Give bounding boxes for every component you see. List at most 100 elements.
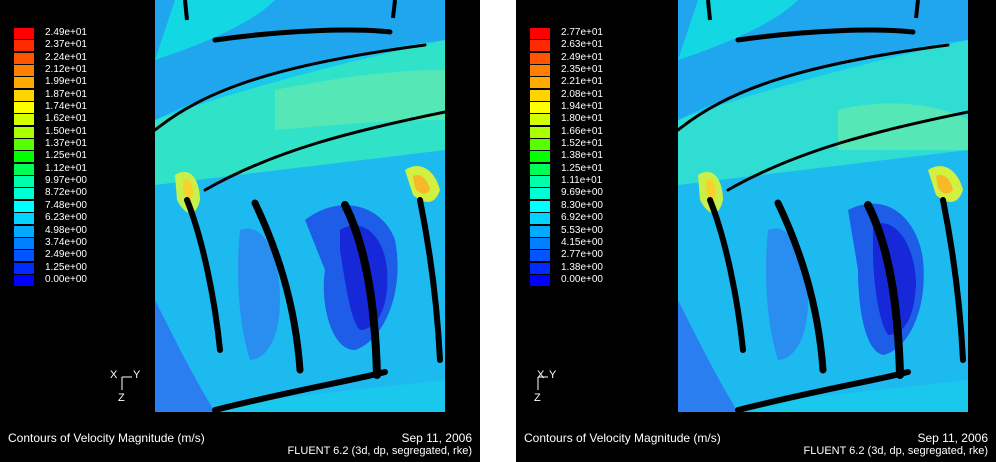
legend-entry: 9.69e+00	[530, 187, 650, 200]
caption-title: Contours of Velocity Magnitude (m/s)	[8, 431, 205, 445]
legend-entry: 1.11e+01	[530, 175, 650, 188]
legend-swatch	[14, 65, 34, 77]
legend-value: 1.50e+01	[45, 125, 87, 137]
legend-value: 2.77e+00	[561, 249, 603, 261]
legend-entry: 2.37e+01	[14, 39, 134, 52]
legend-value: 0.00e+00	[45, 273, 87, 285]
color-legend: 2.77e+01 2.63e+01 2.49e+01 2.35e+01 2.21e+01…	[530, 27, 650, 286]
axis-y-label: Y	[549, 369, 557, 381]
legend-swatch	[530, 163, 550, 175]
legend-entry: 1.74e+01	[14, 101, 134, 114]
legend-entry: 2.24e+01	[14, 52, 134, 64]
legend-entry: 2.49e+01	[14, 27, 134, 39]
legend-entry: 9.97e+00	[14, 175, 134, 188]
legend-swatch	[14, 28, 34, 39]
legend-value: 9.97e+00	[45, 175, 87, 187]
legend-swatch	[530, 65, 550, 77]
legend-swatch	[530, 176, 550, 188]
legend-entry: 1.25e+00	[14, 262, 134, 274]
legend-value: 4.15e+00	[561, 236, 603, 248]
legend-entry: 1.37e+01	[14, 138, 134, 151]
caption-bar: Contours of Velocity Magnitude (m/s) Sep…	[516, 412, 996, 462]
legend-entry: 2.49e+00	[14, 249, 134, 262]
legend-entry: 1.99e+01	[14, 76, 134, 89]
legend-entry: 2.49e+01	[530, 52, 650, 64]
legend-swatch	[530, 151, 550, 163]
legend-value: 2.08e+01	[561, 88, 603, 100]
legend-value: 3.74e+00	[45, 236, 87, 248]
legend-entry: 1.25e+01	[14, 150, 134, 163]
legend-value: 6.23e+00	[45, 212, 87, 224]
legend-swatch	[530, 225, 550, 237]
legend-swatch	[14, 250, 34, 262]
legend-value: 2.35e+01	[561, 64, 603, 76]
legend-entry: 4.15e+00	[530, 237, 650, 249]
legend-entry: 8.30e+00	[530, 200, 650, 212]
legend-entry: 0.00e+00	[14, 274, 134, 286]
legend-entry: 1.66e+01	[530, 126, 650, 138]
axis-triad: X Y Z	[524, 364, 574, 409]
legend-swatch	[530, 262, 550, 274]
legend-swatch	[530, 77, 550, 89]
legend-value: 2.49e+01	[561, 51, 603, 63]
legend-value: 2.49e+00	[45, 249, 87, 261]
caption-title: Contours of Velocity Magnitude (m/s)	[524, 431, 721, 445]
legend-entry: 5.53e+00	[530, 225, 650, 237]
legend-value: 0.00e+00	[561, 273, 603, 285]
legend-swatch	[14, 151, 34, 163]
legend-swatch	[530, 102, 550, 114]
legend-entry: 2.08e+01	[530, 89, 650, 101]
legend-swatch	[14, 102, 34, 114]
legend-entry: 1.62e+01	[14, 113, 134, 126]
legend-value: 1.80e+01	[561, 113, 603, 125]
caption-date: Sep 11, 2006	[401, 431, 472, 445]
legend-entry: 4.98e+00	[14, 225, 134, 237]
legend-swatch	[530, 274, 550, 286]
legend-swatch	[14, 40, 34, 52]
legend-swatch	[14, 262, 34, 274]
legend-swatch	[530, 89, 550, 101]
legend-value: 7.48e+00	[45, 199, 87, 211]
legend-swatch	[530, 237, 550, 249]
legend-value: 1.38e+01	[561, 150, 603, 162]
legend-entry: 1.38e+01	[530, 150, 650, 163]
legend-entry: 1.25e+01	[530, 163, 650, 175]
legend-entry: 1.87e+01	[14, 89, 134, 101]
legend-swatch	[530, 200, 550, 212]
legend-value: 2.21e+01	[561, 76, 603, 88]
velocity-contour-field	[155, 0, 445, 412]
axis-x-label: X	[537, 369, 545, 381]
legend-swatch	[14, 139, 34, 151]
legend-value: 2.24e+01	[45, 51, 87, 63]
legend-value: 1.87e+01	[45, 88, 87, 100]
legend-swatch	[14, 176, 34, 188]
legend-entry: 1.12e+01	[14, 163, 134, 175]
legend-entry: 0.00e+00	[530, 274, 650, 286]
legend-swatch	[14, 163, 34, 175]
legend-value: 4.98e+00	[45, 224, 87, 236]
legend-entry: 2.12e+01	[14, 64, 134, 77]
legend-value: 1.62e+01	[45, 113, 87, 125]
legend-swatch	[530, 250, 550, 262]
caption-date: Sep 11, 2006	[917, 431, 988, 445]
legend-swatch	[530, 213, 550, 225]
legend-swatch	[14, 200, 34, 212]
legend-value: 1.52e+01	[561, 138, 603, 150]
legend-swatch	[530, 28, 550, 39]
legend-value: 1.66e+01	[561, 125, 603, 137]
axis-triad: X Y Z	[108, 364, 158, 409]
legend-entry: 2.63e+01	[530, 39, 650, 52]
legend-value: 2.12e+01	[45, 64, 87, 76]
legend-value: 2.63e+01	[561, 39, 603, 51]
legend-value: 1.11e+01	[561, 175, 603, 187]
legend-value: 1.12e+01	[45, 162, 87, 174]
legend-entry: 3.74e+00	[14, 237, 134, 249]
legend-swatch	[530, 139, 550, 151]
legend-entry: 2.21e+01	[530, 76, 650, 89]
legend-value: 1.37e+01	[45, 138, 87, 150]
legend-value: 2.77e+01	[561, 27, 603, 38]
legend-entry: 1.94e+01	[530, 101, 650, 114]
legend-value: 1.25e+00	[45, 261, 87, 273]
legend-swatch	[530, 40, 550, 52]
plot-area: 2.49e+01 2.37e+01 2.24e+01 2.12e+01 1.99e+01…	[0, 0, 480, 412]
